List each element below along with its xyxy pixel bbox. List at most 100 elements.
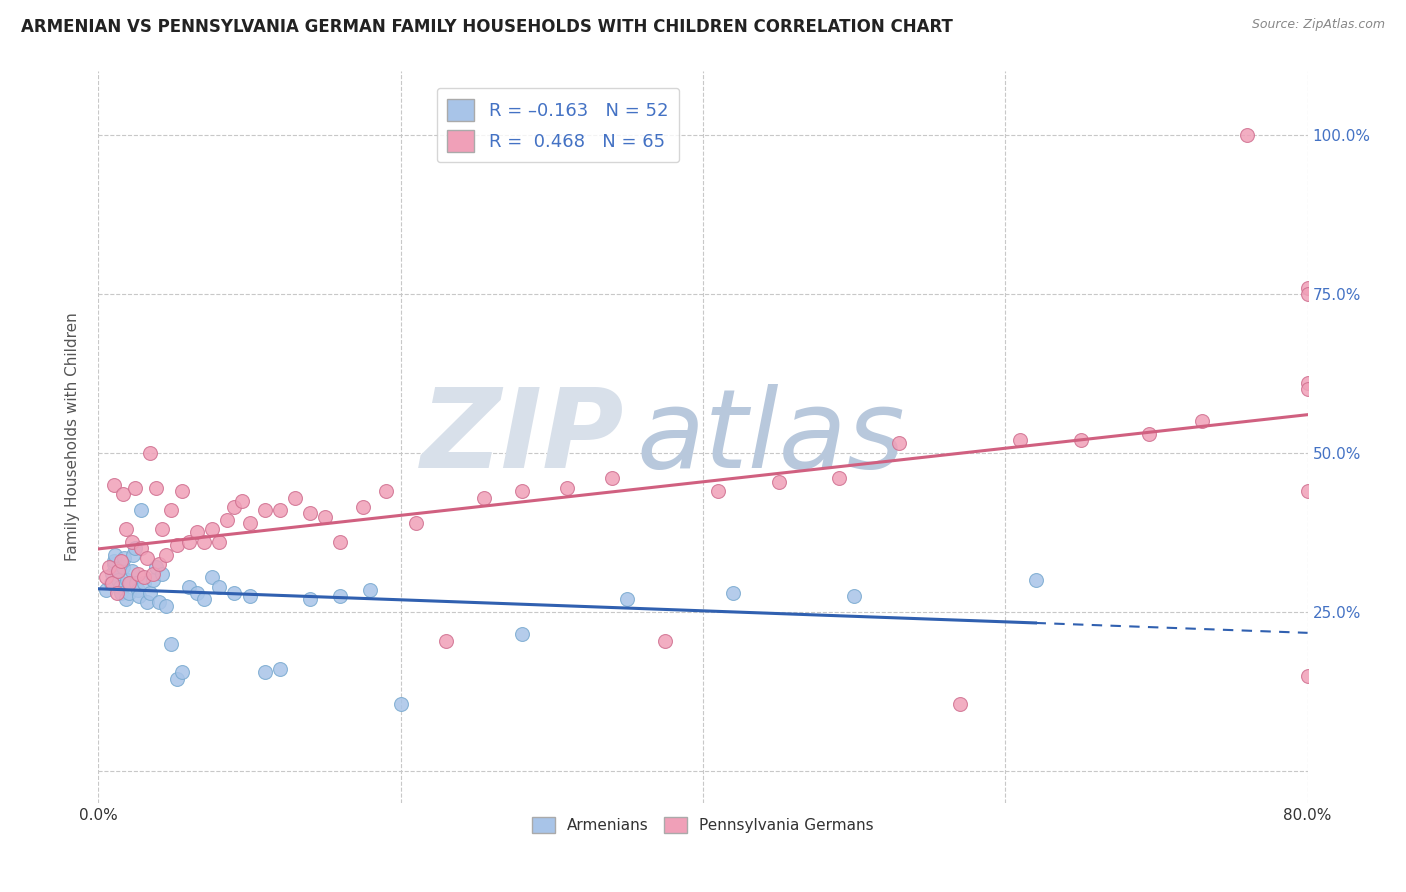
Point [170,665,193,680]
Point [405,516,427,530]
Point [723,586,745,600]
Point [193,592,215,607]
Point [374,484,396,499]
Point [150,522,173,536]
Point [224,500,246,514]
Point [155,548,177,562]
Point [110,554,132,568]
Point [142,573,165,587]
Point [121,535,143,549]
Point [239,589,262,603]
Point [100,576,122,591]
Point [127,566,149,581]
Point [132,576,155,591]
Point [101,576,124,591]
Point [127,582,149,597]
Point [201,522,224,536]
Point [129,541,152,556]
Point [329,535,352,549]
Point [121,564,143,578]
Point [128,589,150,603]
Point [111,487,134,501]
Point [1296,376,1319,390]
Point [132,570,155,584]
Point [114,522,136,536]
Point [170,484,193,499]
Point [94,570,117,584]
Point [1070,434,1092,448]
Point [186,586,208,600]
Point [253,503,276,517]
Point [1010,434,1032,448]
Point [1296,383,1319,397]
Point [269,503,291,517]
Point [828,471,851,485]
Point [125,576,148,591]
Point [269,662,291,676]
Y-axis label: Family Households with Children: Family Households with Children [65,313,80,561]
Text: atlas: atlas [637,384,905,491]
Point [110,586,132,600]
Text: Source: ZipAtlas.com: Source: ZipAtlas.com [1251,18,1385,31]
Point [299,507,322,521]
Point [224,586,246,600]
Point [150,566,173,581]
Point [1236,128,1258,142]
Point [120,576,142,591]
Point [179,535,201,549]
Point [98,560,121,574]
Point [1296,280,1319,294]
Point [148,595,170,609]
Point [166,538,188,552]
Point [114,592,136,607]
Point [107,564,129,578]
Point [299,592,322,607]
Point [101,566,124,581]
Point [118,586,141,600]
Point [1296,484,1319,499]
Point [155,599,177,613]
Point [105,586,128,600]
Point [148,558,170,572]
Legend: Armenians, Pennsylvania Germans: Armenians, Pennsylvania Germans [526,811,880,839]
Point [160,503,183,517]
Point [1296,668,1319,682]
Point [352,500,374,514]
Point [112,550,135,565]
Point [889,436,911,450]
Point [166,672,188,686]
Point [602,471,624,485]
Point [654,633,676,648]
Point [253,665,276,680]
Point [239,516,262,530]
Point [103,477,125,491]
Text: ZIP: ZIP [420,384,624,491]
Point [124,481,146,495]
Point [434,633,457,648]
Point [1137,426,1160,441]
Point [768,475,790,489]
Point [284,491,307,505]
Point [949,697,972,711]
Point [142,566,165,581]
Text: ARMENIAN VS PENNSYLVANIA GERMAN FAMILY HOUSEHOLDS WITH CHILDREN CORRELATION CHAR: ARMENIAN VS PENNSYLVANIA GERMAN FAMILY H… [21,18,953,36]
Point [472,491,495,505]
Point [145,560,167,574]
Point [1191,414,1213,428]
Point [1296,287,1319,301]
Point [193,535,215,549]
Point [616,592,638,607]
Point [145,481,167,495]
Point [103,558,125,572]
Point [135,595,157,609]
Point [389,697,412,711]
Point [111,560,134,574]
Point [139,586,162,600]
Point [208,580,231,594]
Point [555,481,578,495]
Point [139,446,162,460]
Point [124,541,146,556]
Point [103,554,125,568]
Point [201,570,224,584]
Point [215,513,238,527]
